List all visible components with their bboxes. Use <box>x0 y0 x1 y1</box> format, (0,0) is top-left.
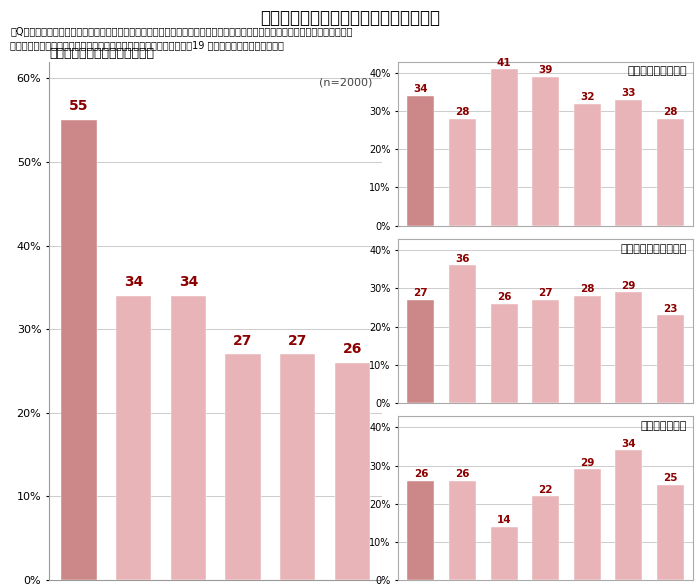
Text: 34: 34 <box>178 275 198 289</box>
Bar <box>615 292 642 403</box>
Bar <box>532 300 559 403</box>
Bar <box>573 104 601 226</box>
Text: 39: 39 <box>538 65 553 75</box>
Bar <box>280 355 316 580</box>
Text: 表情筋を鍛える: 表情筋を鍛える <box>640 421 687 431</box>
Bar <box>407 481 435 580</box>
Text: 26: 26 <box>497 292 511 302</box>
Bar <box>532 496 559 580</box>
Text: 肌のためと思うスキンケア行動: 肌のためと思うスキンケア行動 <box>49 47 154 60</box>
Text: シートマスクを使う: シートマスクを使う <box>627 66 687 76</box>
Bar <box>407 300 435 403</box>
Bar <box>491 304 517 403</box>
Text: 29: 29 <box>622 281 636 291</box>
Text: 34: 34 <box>414 84 428 94</box>
Text: 27: 27 <box>288 333 307 347</box>
Text: 29: 29 <box>580 458 594 468</box>
Text: らず、あなたの考えにあてはまることをすべて選んでください。」19 の選択肢を提示（複数回答）: らず、あなたの考えにあてはまることをすべて選んでください。」19 の選択肢を提示… <box>10 40 284 50</box>
Bar <box>116 296 151 580</box>
Text: (n=2000): (n=2000) <box>319 77 372 87</box>
Text: 27: 27 <box>414 288 428 298</box>
Bar <box>171 296 206 580</box>
Text: 32: 32 <box>580 92 594 102</box>
Text: 28: 28 <box>663 107 678 117</box>
Bar <box>532 77 559 226</box>
Bar <box>657 119 684 226</box>
Bar <box>335 363 370 580</box>
Text: 顔のマッサージをする: 顔のマッサージをする <box>621 244 687 254</box>
Text: 図表３　肌のためと思うスキンケア行動: 図表３ 肌のためと思うスキンケア行動 <box>260 9 440 27</box>
Bar <box>491 69 517 226</box>
Text: 25: 25 <box>663 473 678 483</box>
Text: 「Q．次のうち、あなたが、お肌のためには行った方がいいと思っていることはどれですか。実際に行っているかどうかにかかわ: 「Q．次のうち、あなたが、お肌のためには行った方がいいと思っていることはどれです… <box>10 26 353 36</box>
Bar <box>615 100 642 226</box>
Text: 27: 27 <box>538 288 553 298</box>
Bar <box>491 527 517 580</box>
Bar <box>657 315 684 403</box>
Bar <box>573 469 601 580</box>
Text: 36: 36 <box>455 254 470 264</box>
Text: 26: 26 <box>342 342 362 356</box>
Bar <box>573 296 601 403</box>
Text: 28: 28 <box>455 107 470 117</box>
Bar <box>615 451 642 580</box>
Text: 26: 26 <box>414 469 428 479</box>
Text: 33: 33 <box>622 88 636 98</box>
Text: 34: 34 <box>622 439 636 449</box>
Text: 23: 23 <box>663 304 678 314</box>
Text: 34: 34 <box>124 275 144 289</box>
Bar <box>62 120 97 580</box>
Bar <box>407 96 435 226</box>
Bar <box>225 355 261 580</box>
Text: 26: 26 <box>455 469 470 479</box>
Bar <box>449 119 476 226</box>
Bar <box>657 485 684 580</box>
Bar <box>449 481 476 580</box>
Text: 41: 41 <box>497 57 511 67</box>
Text: 22: 22 <box>538 485 553 495</box>
Text: 27: 27 <box>233 333 253 347</box>
Text: 14: 14 <box>497 515 511 525</box>
Text: 28: 28 <box>580 284 594 295</box>
Bar <box>449 265 476 403</box>
Text: 55: 55 <box>69 100 89 113</box>
